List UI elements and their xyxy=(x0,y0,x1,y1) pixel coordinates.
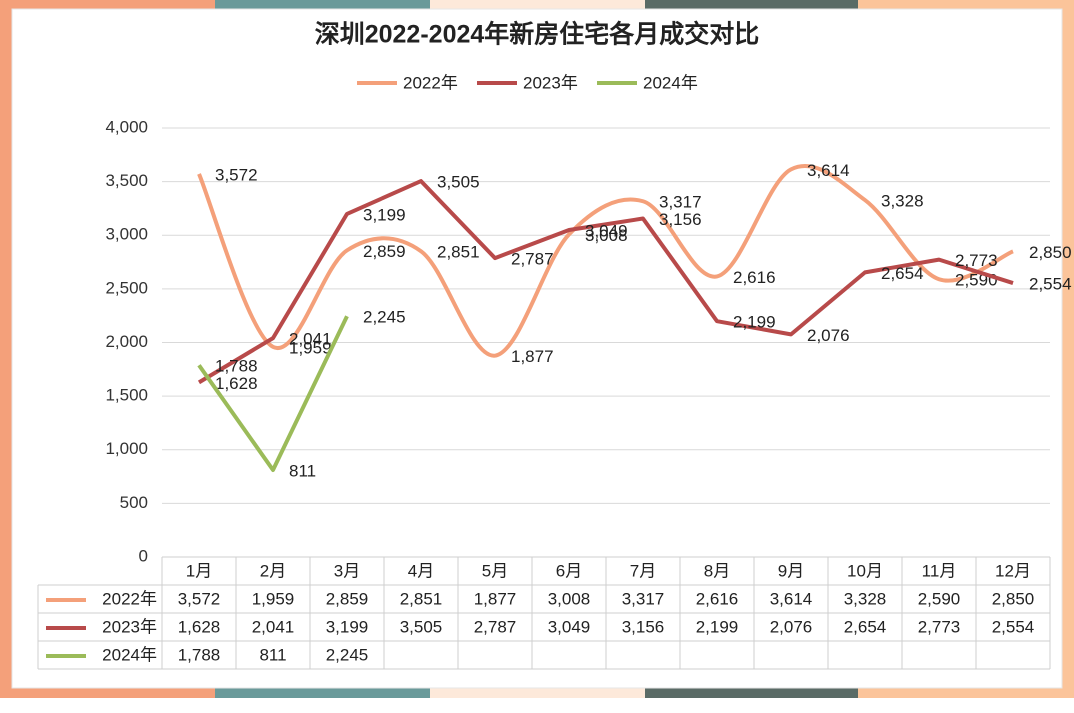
table-cell: 3,156 xyxy=(622,617,665,636)
data-label: 2,076 xyxy=(807,326,850,345)
data-label: 3,328 xyxy=(881,192,924,211)
data-label: 2,773 xyxy=(955,251,998,270)
x-tick-label: 9月 xyxy=(778,561,804,580)
frame-stripe xyxy=(645,688,858,698)
table-cell: 2,590 xyxy=(918,589,961,608)
x-tick-label: 10月 xyxy=(847,561,883,580)
y-tick-label: 3,000 xyxy=(105,225,148,244)
x-tick-label: 4月 xyxy=(408,561,434,580)
data-label: 2,859 xyxy=(363,242,406,261)
frame-stripe xyxy=(0,0,215,9)
frame-stripe xyxy=(215,688,430,698)
data-label: 2,616 xyxy=(733,268,776,287)
data-label: 2,787 xyxy=(511,250,554,269)
data-label: 3,572 xyxy=(215,165,258,184)
frame-side xyxy=(1062,0,1074,698)
y-tick-label: 1,000 xyxy=(105,439,148,458)
table-cell: 2,773 xyxy=(918,617,961,636)
data-label: 811 xyxy=(289,462,316,481)
x-tick-label: 5月 xyxy=(482,561,508,580)
series-line xyxy=(197,315,349,473)
y-tick-label: 1,500 xyxy=(105,386,148,405)
table-cell: 3,008 xyxy=(548,589,591,608)
data-label: 3,317 xyxy=(659,193,702,212)
frame-stripe xyxy=(430,688,645,698)
plot-panel xyxy=(11,8,1063,689)
x-tick-label: 12月 xyxy=(995,561,1031,580)
frame-stripe xyxy=(215,0,430,9)
y-tick-label: 2,000 xyxy=(105,332,148,351)
table-cell: 1,788 xyxy=(178,645,221,664)
table-cell: 2,787 xyxy=(474,617,517,636)
data-label: 1,877 xyxy=(511,347,554,366)
table-cell: 3,317 xyxy=(622,589,665,608)
frame-stripe xyxy=(430,0,645,9)
x-tick-label: 8月 xyxy=(704,561,730,580)
data-label: 1,959 xyxy=(289,338,332,357)
table-cell: 3,572 xyxy=(178,589,221,608)
table-cell: 2,245 xyxy=(326,645,369,664)
y-tick-label: 0 xyxy=(139,546,148,565)
series-line xyxy=(197,163,1014,358)
x-tick-label: 6月 xyxy=(556,561,582,580)
data-label: 2,654 xyxy=(881,264,924,283)
table-cell: 3,505 xyxy=(400,617,443,636)
frame-stripe xyxy=(0,688,215,698)
chart-title: 深圳2022-2024年新房住宅各月成交对比 xyxy=(315,20,760,49)
table-cell: 811 xyxy=(259,645,286,664)
table-cell: 1,959 xyxy=(252,589,295,608)
table-cell: 1,877 xyxy=(474,589,517,608)
table-cell: 3,199 xyxy=(326,617,369,636)
table-cell: 2,554 xyxy=(992,617,1035,636)
data-label: 3,614 xyxy=(807,161,850,180)
table-cell: 2,654 xyxy=(844,617,887,636)
data-label: 1,788 xyxy=(215,357,258,376)
x-tick-label: 3月 xyxy=(334,561,360,580)
table-cell: 3,049 xyxy=(548,617,591,636)
table-cell: 2,851 xyxy=(400,589,443,608)
data-label: 2,041 xyxy=(289,330,332,349)
data-label: 2,590 xyxy=(955,271,998,290)
data-label: 3,156 xyxy=(659,210,702,229)
x-tick-label: 1月 xyxy=(186,561,212,580)
data-label: 2,851 xyxy=(437,243,480,262)
table-cell: 2,199 xyxy=(696,617,739,636)
x-tick-label: 11月 xyxy=(922,561,957,580)
y-tick-label: 500 xyxy=(120,493,148,512)
data-label: 2,554 xyxy=(1029,275,1072,294)
table-cell: 1,628 xyxy=(178,617,221,636)
data-label: 3,199 xyxy=(363,205,406,224)
legend-label: 2024年 xyxy=(643,73,698,92)
table-cell: 2,850 xyxy=(992,589,1035,608)
table-cell: 3,328 xyxy=(844,589,887,608)
table-cell: 3,614 xyxy=(770,589,813,608)
frame-stripe xyxy=(858,0,1074,9)
legend-label: 2023年 xyxy=(523,73,578,92)
frame-stripe xyxy=(858,688,1074,698)
table-cell: 2,041 xyxy=(252,617,295,636)
x-tick-label: 2月 xyxy=(260,561,286,580)
frame-stripe xyxy=(645,0,858,9)
y-tick-label: 2,500 xyxy=(105,278,148,297)
table-cell: 2,859 xyxy=(326,589,369,608)
frame-side xyxy=(0,0,12,698)
table-row-label: 2022年 xyxy=(102,589,157,608)
table-row-label: 2023年 xyxy=(102,617,157,636)
table-cell: 2,076 xyxy=(770,617,813,636)
table-row-label: 2024年 xyxy=(102,645,157,664)
legend-label: 2022年 xyxy=(403,73,458,92)
data-label: 1,628 xyxy=(215,374,258,393)
y-tick-label: 4,000 xyxy=(105,117,148,136)
data-label: 3,505 xyxy=(437,173,480,192)
data-label: 2,199 xyxy=(733,313,776,332)
series-line xyxy=(197,179,1014,385)
data-label: 3,049 xyxy=(585,221,628,240)
data-label: 3,008 xyxy=(585,226,628,245)
table-cell: 2,616 xyxy=(696,589,739,608)
y-tick-label: 3,500 xyxy=(105,171,148,190)
data-label: 2,850 xyxy=(1029,243,1072,262)
x-tick-label: 7月 xyxy=(630,561,656,580)
data-label: 2,245 xyxy=(363,308,406,327)
